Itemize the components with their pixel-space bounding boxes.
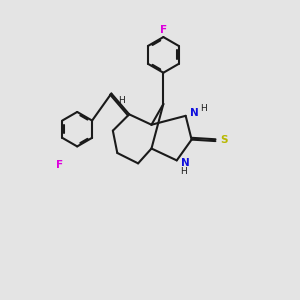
Text: F: F [56, 160, 63, 170]
Text: F: F [160, 25, 167, 34]
Text: N: N [190, 108, 198, 118]
Text: H: H [118, 96, 125, 105]
Text: N: N [181, 158, 189, 168]
Text: H: H [200, 104, 206, 113]
Text: H: H [181, 167, 188, 176]
Text: S: S [221, 136, 228, 146]
